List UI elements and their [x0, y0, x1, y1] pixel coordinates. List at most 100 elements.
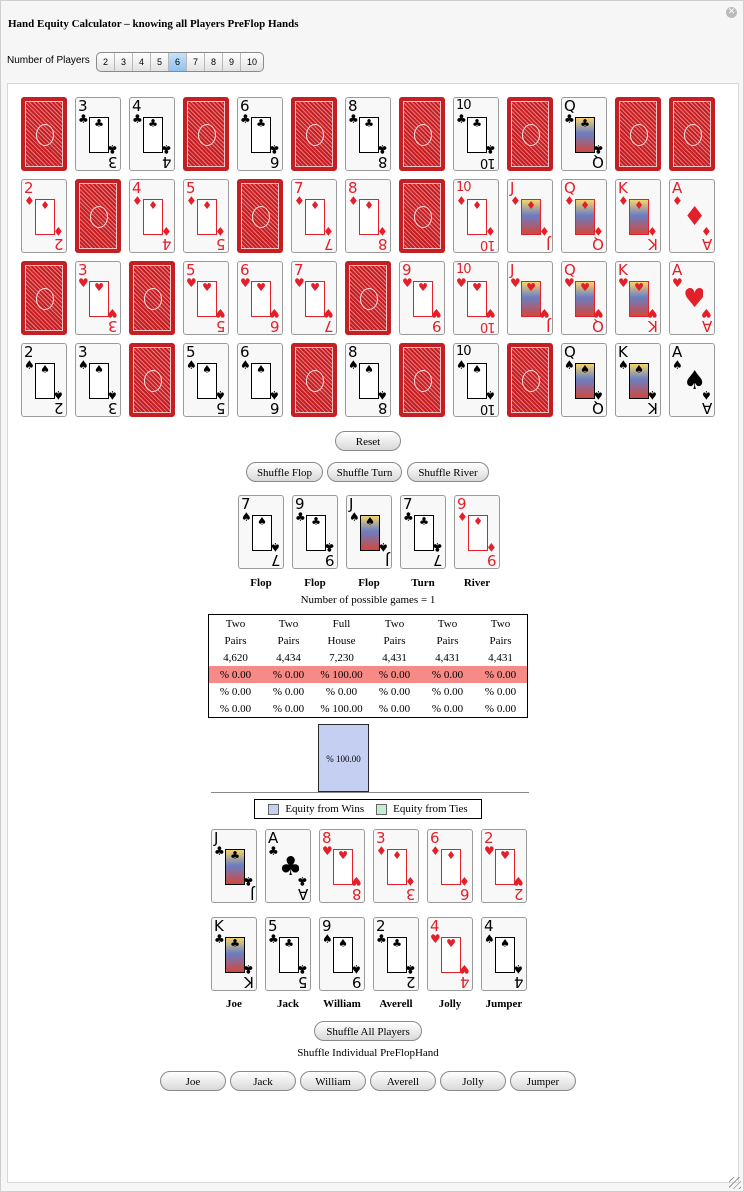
playing-card[interactable]: K ♠ K ♠ ♠: [615, 343, 661, 417]
playing-card[interactable]: 5 ♠ 5 ♠ ♠: [183, 343, 229, 417]
close-icon[interactable]: ✕: [726, 7, 737, 18]
playing-card[interactable]: 9 ♥ 9 ♥ ♥: [399, 261, 445, 335]
playing-card[interactable]: 10 ♦ 10 ♦ ♦: [453, 179, 499, 253]
resize-handle-icon[interactable]: [729, 1177, 741, 1189]
shuffle-jumper-button[interactable]: Jumper: [510, 1071, 576, 1091]
playing-card[interactable]: K ♥ K ♥ ♥: [615, 261, 661, 335]
playing-card[interactable]: 5 ♣ 5 ♣ ♣: [265, 917, 311, 991]
playing-card[interactable]: 10 ♠ 10 ♠ ♠: [453, 343, 499, 417]
card-rank: 4: [484, 917, 494, 935]
card-back: [237, 179, 283, 253]
card-rank: Q: [592, 317, 604, 335]
playing-card[interactable]: 4 ♠ 4 ♠ ♠: [481, 917, 527, 991]
playing-card[interactable]: 3 ♦ 3 ♦ ♦: [373, 829, 419, 903]
playing-card[interactable]: 3 ♠ 3 ♠ ♠: [75, 343, 121, 417]
reset-button[interactable]: Reset: [335, 431, 401, 451]
players-option-5[interactable]: 5: [151, 53, 169, 71]
playing-card[interactable]: A♦A♦♦: [669, 179, 715, 253]
playing-card[interactable]: 9 ♣ 9 ♣ ♣: [292, 495, 338, 569]
playing-card[interactable]: 6 ♠ 6 ♠ ♠: [237, 343, 283, 417]
playing-card[interactable]: J ♠ J ♠ ♠: [346, 495, 392, 569]
playing-card[interactable]: 2 ♥ 2 ♥ ♥: [481, 829, 527, 903]
playing-card[interactable]: 3 ♣ 3 ♣ ♣: [75, 97, 121, 171]
card-back: [21, 261, 67, 335]
table-cell: Pairs: [224, 634, 247, 647]
playing-card[interactable]: 4 ♦ 4 ♦ ♦: [129, 179, 175, 253]
playing-card[interactable]: 8 ♥ 8 ♥ ♥: [319, 829, 365, 903]
players-option-8[interactable]: 8: [205, 53, 223, 71]
playing-card[interactable]: K ♣ K ♣ ♣: [211, 917, 257, 991]
players-option-2[interactable]: 2: [97, 53, 115, 71]
playing-card[interactable]: 3 ♥ 3 ♥ ♥: [75, 261, 121, 335]
playing-card[interactable]: J ♥ J ♥ ♥: [507, 261, 553, 335]
card-pips: ♠: [89, 363, 109, 399]
playing-card[interactable]: 9 ♠ 9 ♠ ♠: [319, 917, 365, 991]
playing-card[interactable]: Q ♦ Q ♦ ♦: [561, 179, 607, 253]
playing-card[interactable]: 7 ♠ 7 ♠ ♠: [238, 495, 284, 569]
playing-card[interactable]: 10 ♣ 10 ♣ ♣: [453, 97, 499, 171]
face-art: ♣: [225, 849, 245, 885]
card-back: [399, 179, 445, 253]
players-option-7[interactable]: 7: [187, 53, 205, 71]
shuffle-averell-button[interactable]: Averell: [370, 1071, 436, 1091]
card-rank: A: [672, 343, 683, 361]
table-cell: % 0.00: [378, 685, 411, 698]
playing-card[interactable]: 2 ♣ 2 ♣ ♣: [373, 917, 419, 991]
playing-card[interactable]: 9 ♦ 9 ♦ ♦: [454, 495, 500, 569]
playing-card[interactable]: 8 ♣ 8 ♣ ♣: [345, 97, 391, 171]
playing-card[interactable]: 8 ♦ 8 ♦ ♦: [345, 179, 391, 253]
card-rank: K: [244, 973, 254, 991]
playing-card[interactable]: 7 ♦ 7 ♦ ♦: [291, 179, 337, 253]
shuffle-jolly-button[interactable]: Jolly: [440, 1071, 506, 1091]
shuffle-turn-button[interactable]: Shuffle Turn: [327, 462, 402, 482]
playing-card[interactable]: 5 ♦ 5 ♦ ♦: [183, 179, 229, 253]
shuffle-william-button[interactable]: William: [300, 1071, 366, 1091]
players-option-4[interactable]: 4: [133, 53, 151, 71]
card-rank: J: [545, 235, 550, 253]
playing-card[interactable]: Q ♣ Q ♣ ♣: [561, 97, 607, 171]
playing-card[interactable]: A♠A♠♠: [669, 343, 715, 417]
playing-card[interactable]: 6 ♣ 6 ♣ ♣: [237, 97, 283, 171]
playing-card[interactable]: A♥A♥♥: [669, 261, 715, 335]
card-rank: 5: [216, 399, 226, 417]
card-suit-icon: ♣: [564, 112, 575, 126]
number-of-players-selector[interactable]: 2 3 4 5 6 7 8 9 10: [96, 52, 264, 72]
players-option-9[interactable]: 9: [223, 53, 241, 71]
playing-card[interactable]: 2 ♠ 2 ♠ ♠: [21, 343, 67, 417]
shuffle-jack-button[interactable]: Jack: [230, 1071, 296, 1091]
playing-card[interactable]: J ♦ J ♦ ♦: [507, 179, 553, 253]
playing-card[interactable]: 7 ♣ 7 ♣ ♣: [400, 495, 446, 569]
players-option-3[interactable]: 3: [115, 53, 133, 71]
shuffle-joe-button[interactable]: Joe: [160, 1071, 226, 1091]
playing-card[interactable]: A♣A♣♣: [265, 829, 311, 903]
playing-card[interactable]: 10 ♥ 10 ♥ ♥: [453, 261, 499, 335]
shuffle-flop-button[interactable]: Shuffle Flop: [246, 462, 323, 482]
shuffle-all-players-button[interactable]: Shuffle All Players: [314, 1021, 422, 1041]
card-suit-icon: ♦: [294, 194, 305, 208]
players-option-6[interactable]: 6: [169, 53, 187, 71]
equity-bar-william: % 100.00: [318, 724, 369, 792]
card-pips: ♣: [279, 937, 299, 973]
card-suit-icon: ♠: [672, 358, 683, 372]
card-rank: 5: [298, 973, 308, 991]
playing-card[interactable]: 7 ♥ 7 ♥ ♥: [291, 261, 337, 335]
playing-card[interactable]: 6 ♦ 6 ♦ ♦: [427, 829, 473, 903]
playing-card[interactable]: 8 ♠ 8 ♠ ♠: [345, 343, 391, 417]
players-option-10[interactable]: 10: [246, 57, 257, 67]
face-art: ♦: [629, 199, 649, 235]
playing-card[interactable]: Q ♠ Q ♠ ♠: [561, 343, 607, 417]
playing-card[interactable]: 4 ♥ 4 ♥ ♥: [427, 917, 473, 991]
playing-card[interactable]: K ♦ K ♦ ♦: [615, 179, 661, 253]
playing-card[interactable]: 6 ♥ 6 ♥ ♥: [237, 261, 283, 335]
playing-card[interactable]: J ♣ J ♣ ♣: [211, 829, 257, 903]
card-pips: ♥: [197, 281, 217, 317]
card-rank: 9: [402, 261, 412, 279]
card-rank: J: [545, 317, 550, 335]
shuffle-river-button[interactable]: Shuffle River: [407, 462, 489, 482]
playing-card[interactable]: 2 ♦ 2 ♦ ♦: [21, 179, 67, 253]
card-rank: 10: [456, 262, 472, 277]
playing-card[interactable]: 5 ♥ 5 ♥ ♥: [183, 261, 229, 335]
card-suit-icon: ♥: [240, 276, 251, 290]
playing-card[interactable]: Q ♥ Q ♥ ♥: [561, 261, 607, 335]
playing-card[interactable]: 4 ♣ 4 ♣ ♣: [129, 97, 175, 171]
